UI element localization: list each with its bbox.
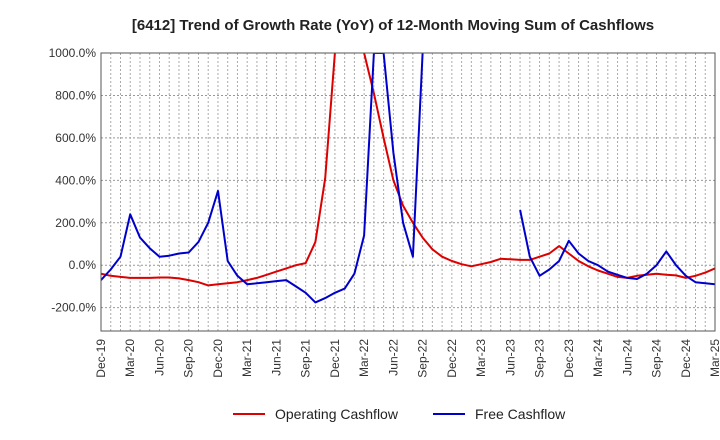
- plot-frame: [100, 52, 716, 332]
- x-tick-label: Jun-21: [269, 339, 283, 376]
- x-tick-label: Dec-19: [94, 339, 108, 378]
- x-tick-label: Jun-23: [503, 339, 517, 376]
- legend-label-free-cashflow: Free Cashflow: [475, 406, 566, 422]
- legend-label-operating-cashflow: Operating Cashflow: [275, 406, 399, 422]
- x-tick-label: Mar-20: [123, 339, 137, 377]
- y-tick-label: 400.0%: [55, 173, 96, 187]
- x-tick-label: Mar-22: [357, 339, 371, 377]
- y-tick-label: 800.0%: [55, 88, 96, 102]
- x-tick-label: Jun-20: [152, 339, 166, 376]
- y-tick-label: 200.0%: [55, 216, 96, 230]
- legend: Operating Cashflow Free Cashflow: [233, 406, 566, 422]
- y-tick-label: 0.0%: [69, 258, 97, 272]
- x-tick-label: Dec-22: [445, 339, 459, 378]
- x-tick-label: Dec-20: [211, 339, 225, 378]
- series-layer: [101, 53, 715, 304]
- x-tick-label: Sep-21: [299, 339, 313, 378]
- y-axis-ticks: 1000.0% 800.0% 600.0% 400.0% 200.0% 0.0% -200.…: [49, 46, 97, 315]
- x-tick-label: Mar-21: [240, 339, 254, 377]
- x-tick-label: Dec-23: [562, 339, 576, 378]
- x-tick-label: Dec-24: [679, 339, 693, 378]
- x-tick-label: Sep-24: [650, 339, 664, 378]
- chart-title: [6412] Trend of Growth Rate (YoY) of 12-…: [132, 17, 654, 34]
- y-tick-label: -200.0%: [51, 301, 96, 315]
- x-tick-label: Mar-25: [708, 339, 720, 377]
- x-tick-label: Sep-22: [416, 339, 430, 378]
- x-tick-label: Jun-22: [386, 339, 400, 376]
- x-tick-label: Sep-20: [182, 339, 196, 378]
- series-line-operating-cashflow: [101, 53, 336, 287]
- x-tick-label: Sep-23: [533, 339, 547, 378]
- series-line-free-cashflow: [519, 209, 715, 286]
- x-tick-label: Dec-21: [328, 339, 342, 378]
- x-tick-label: Mar-24: [591, 339, 605, 377]
- grid-layer: [100, 52, 716, 331]
- y-tick-label: 600.0%: [55, 131, 96, 145]
- x-tick-label: Mar-23: [474, 339, 488, 377]
- x-tick-label: Jun-24: [620, 339, 634, 376]
- y-tick-label: 1000.0%: [49, 46, 97, 60]
- series-line-free-cashflow: [101, 53, 424, 304]
- x-axis-ticks: Dec-19 Mar-20 Jun-20 Sep-20 Dec-20 Mar-21 Jun-…: [94, 339, 720, 378]
